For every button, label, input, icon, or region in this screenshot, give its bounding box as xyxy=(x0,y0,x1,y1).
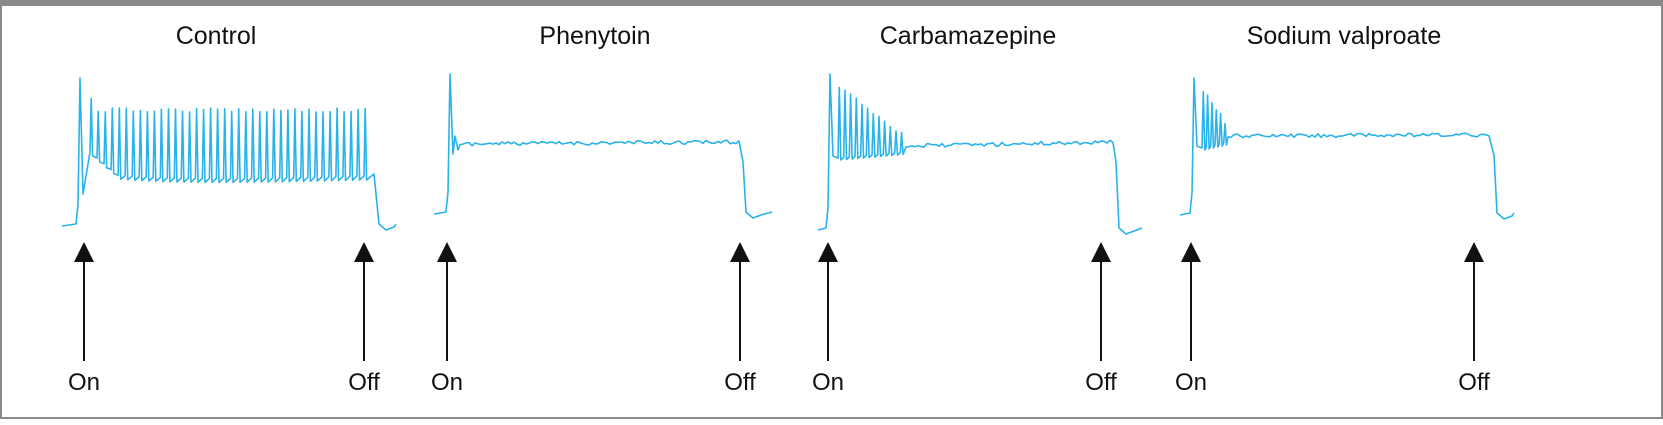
off-label-phenytoin: Off xyxy=(724,369,756,396)
panel-phenytoin: Phenytoin On Off xyxy=(431,22,773,396)
panel-title-phenytoin: Phenytoin xyxy=(539,22,650,50)
on-label-phenytoin: On xyxy=(431,369,463,396)
panel-title-carbamazepine: Carbamazepine xyxy=(880,22,1057,50)
panel-control: Control On Off xyxy=(61,22,397,396)
on-label-carbamazepine: On xyxy=(812,369,844,396)
voltage-trace-carbamazepine xyxy=(817,73,1143,235)
off-label-sodium-valproate: Off xyxy=(1458,369,1490,396)
voltage-trace-sodium-valproate xyxy=(1179,77,1515,220)
on-label-control: On xyxy=(68,369,100,396)
panel-carbamazepine: Carbamazepine On Off xyxy=(812,22,1143,396)
figure-canvas: Control On Off Phenytoin On Off Carbamaz… xyxy=(61,22,1515,396)
off-label-carbamazepine: Off xyxy=(1085,369,1117,396)
panel-sodium-valproate: Sodium valproate On Off xyxy=(1175,22,1515,396)
off-label-control: Off xyxy=(348,369,380,396)
panel-title-control: Control xyxy=(176,22,257,50)
voltage-trace-control xyxy=(61,77,397,231)
panel-title-sodium-valproate: Sodium valproate xyxy=(1247,22,1442,50)
voltage-trace-phenytoin xyxy=(433,73,773,219)
on-label-sodium-valproate: On xyxy=(1175,369,1207,396)
